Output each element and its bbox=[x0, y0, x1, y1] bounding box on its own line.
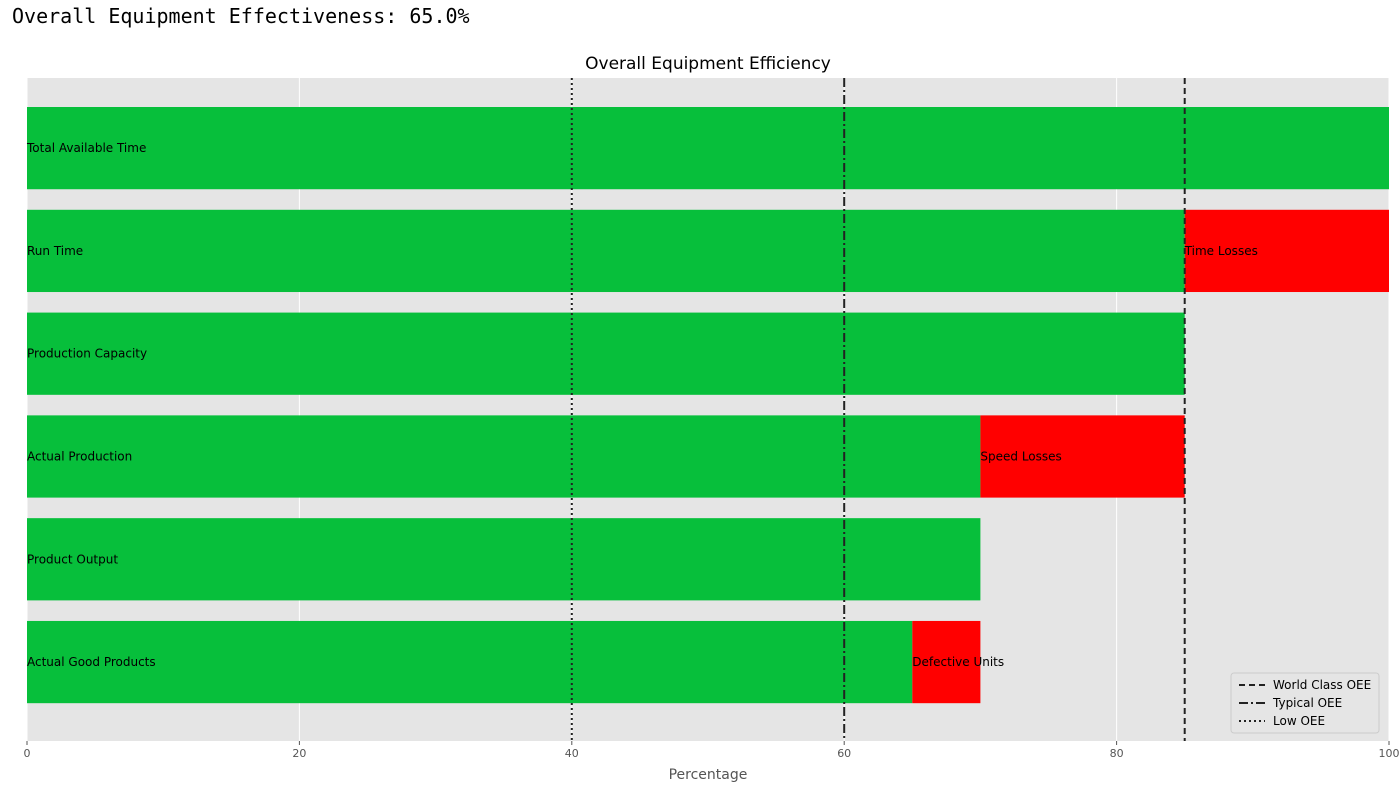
bar-good bbox=[27, 518, 981, 601]
bar-good bbox=[27, 107, 1389, 190]
legend: World Class OEE Typical OEE Low OEE bbox=[1230, 672, 1380, 734]
bar-label: Actual Production bbox=[27, 449, 132, 463]
bars bbox=[27, 107, 1389, 704]
x-axis-ticks: 0 20 40 60 80 100 bbox=[24, 741, 1400, 760]
bar-good bbox=[27, 620, 913, 704]
bar-label: Actual Good Products bbox=[27, 655, 156, 669]
bar-loss bbox=[980, 415, 1185, 498]
x-tick-label: 60 bbox=[837, 747, 851, 760]
x-tick-label: 80 bbox=[1110, 747, 1124, 760]
loss-label: Speed Losses bbox=[980, 449, 1061, 463]
reference-lines bbox=[570, 78, 1186, 741]
bar-loss bbox=[1184, 209, 1389, 293]
x-axis-label: Percentage bbox=[669, 767, 748, 783]
x-tick-label: 20 bbox=[292, 747, 306, 760]
legend-label: Low OEE bbox=[1273, 714, 1325, 728]
legend-label: Typical OEE bbox=[1272, 696, 1342, 710]
legend-box bbox=[1230, 672, 1380, 734]
loss-label: Defective Units bbox=[912, 655, 1004, 669]
bar-loss bbox=[912, 620, 981, 704]
oee-metric-label: Overall Equipment Effectiveness: bbox=[12, 4, 398, 28]
bar-label: Run Time bbox=[27, 244, 83, 258]
x-tick-label: 40 bbox=[565, 747, 579, 760]
bar-label: Production Capacity bbox=[27, 347, 147, 361]
legend-label: World Class OEE bbox=[1273, 678, 1371, 692]
oee-headline: Overall Equipment Effectiveness: 65.0% bbox=[12, 4, 470, 28]
bar-labels: Total Available Time Run Time Time Losses P… bbox=[26, 141, 1258, 669]
x-tick-label: 0 bbox=[24, 747, 31, 760]
bar-label: Product Output bbox=[27, 552, 118, 566]
bar-good bbox=[27, 209, 1185, 293]
oee-metric-value: 65.0% bbox=[409, 4, 470, 28]
x-tick-label: 100 bbox=[1379, 747, 1400, 760]
chart-title: Overall Equipment Efficiency bbox=[585, 54, 831, 74]
bar-good bbox=[27, 415, 981, 498]
bar-label: Total Available Time bbox=[26, 141, 146, 155]
loss-label: Time Losses bbox=[1184, 244, 1258, 258]
bar-good bbox=[27, 312, 1185, 395]
